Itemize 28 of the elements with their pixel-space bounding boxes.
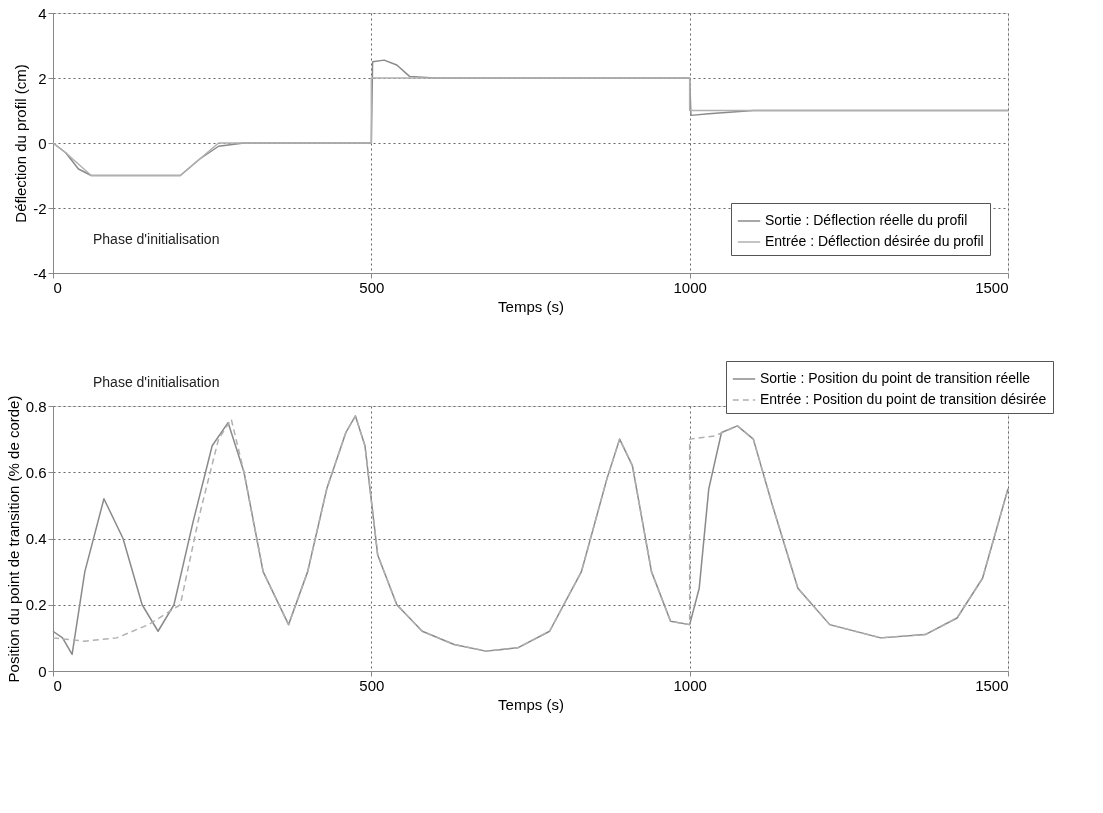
x-axis-title: Temps (s) [498, 695, 564, 713]
x-axis-title: Temps (s) [498, 297, 564, 315]
y-tick-label: 0 [38, 662, 47, 680]
x-tick-label: 0 [53, 676, 62, 694]
x-tick-label: 1500 [975, 676, 1009, 694]
y-tick-label: 0 [38, 134, 47, 152]
x-tick-label: 500 [359, 278, 385, 296]
x-tick-label: 1000 [673, 676, 707, 694]
y-tick-label: 0.2 [25, 596, 47, 614]
y-axis-title: Déflection du profil (cm) [12, 64, 30, 223]
y-tick-label: -4 [33, 264, 47, 282]
y-axis-title: Position du point de transition (% de corde) [4, 395, 22, 683]
text: Phase d'initialisation [93, 374, 220, 390]
legend-label: Entrée : Déflection désirée du profil [765, 233, 984, 249]
annotation: Phase d'initialisation [93, 231, 220, 247]
x-tick-label: 1500 [975, 278, 1009, 296]
legend-label: Entrée : Position du point de transition désirée [760, 391, 1047, 407]
y-tick-label: 0.6 [25, 463, 47, 481]
legend-label: Sortie : Position du point de transition réelle [760, 370, 1031, 386]
y-tick-label: 2 [38, 69, 47, 87]
y-tick-label: 0.8 [25, 397, 47, 415]
x-tick-label: 500 [359, 676, 385, 694]
x-tick-label: 0 [53, 278, 62, 296]
legend-label: Sortie : Déflection réelle du profil [765, 212, 968, 228]
x-tick-label: 1000 [673, 278, 707, 296]
y-tick-label: -2 [33, 199, 47, 217]
y-tick-label: 4 [38, 4, 47, 22]
y-tick-label: 0.4 [25, 530, 47, 547]
